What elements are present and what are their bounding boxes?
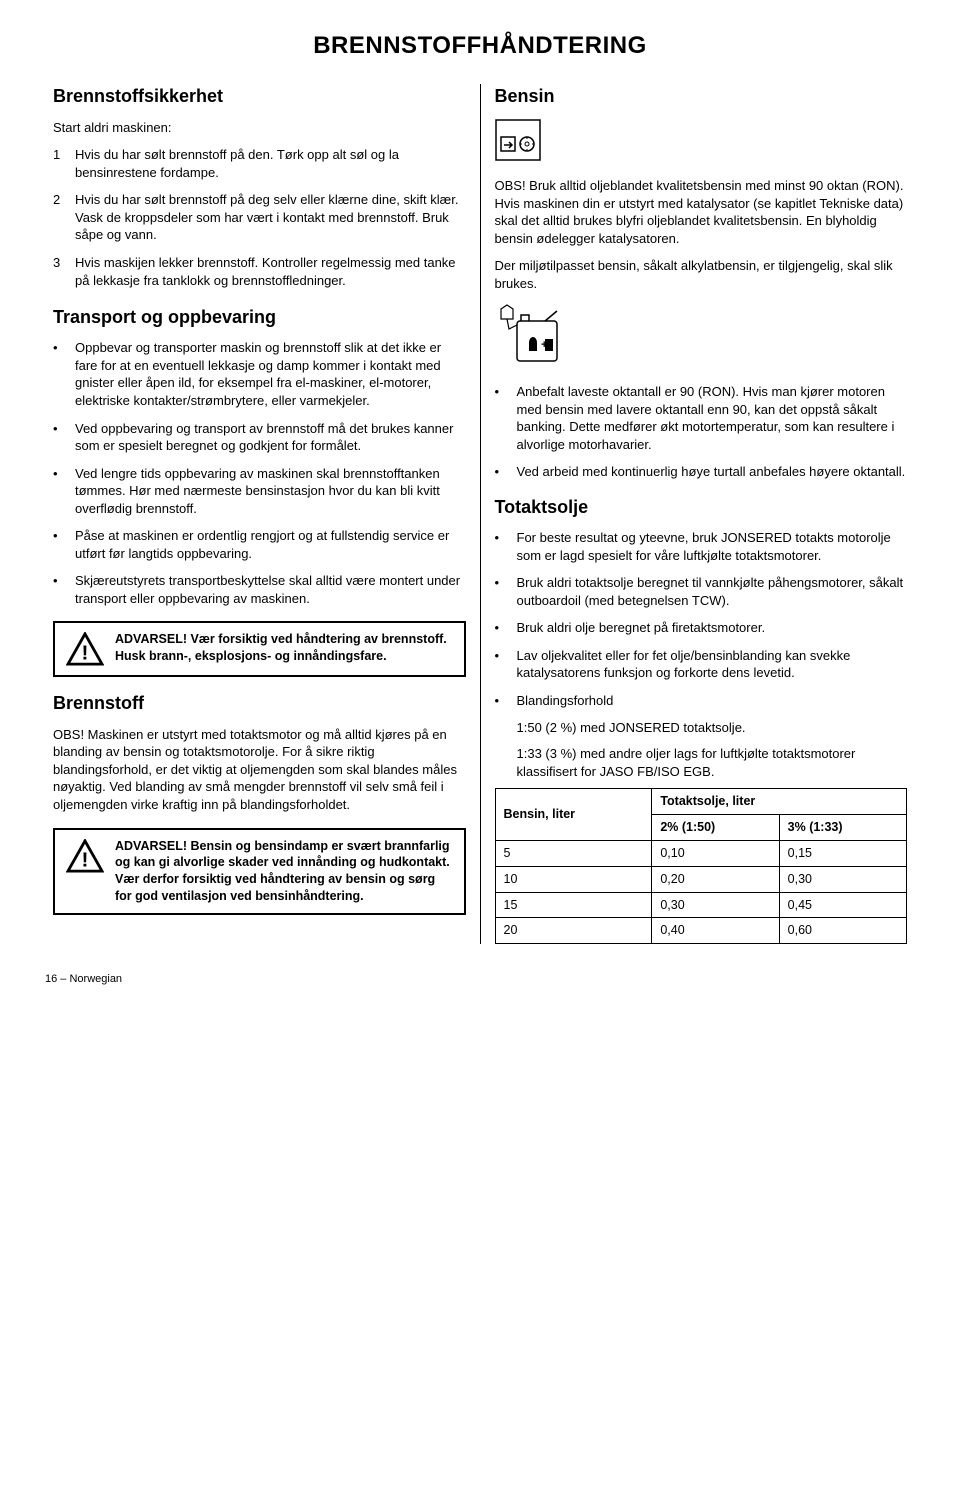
bullet-text: Påse at maskinen er ordentlig rengjort o…	[75, 527, 466, 562]
table-cell: 0,60	[779, 918, 906, 944]
svg-text:!: !	[82, 848, 89, 871]
table-header: Bensin, liter	[495, 789, 652, 841]
table-cell: 10	[495, 866, 652, 892]
warning-text: ADVARSEL! Bensin og bensindamp er svært …	[115, 838, 454, 906]
start-intro: Start aldri maskinen:	[53, 119, 466, 137]
alkyl-paragraph: Der miljøtilpasset bensin, såkalt alkyla…	[495, 257, 908, 292]
bullet-icon	[53, 572, 75, 607]
bullet-icon	[495, 647, 517, 682]
bullet-icon	[495, 574, 517, 609]
numbered-list: 1 Hvis du har sølt brennstoff på den. Tø…	[53, 146, 466, 289]
list-item: Påse at maskinen er ordentlig rengjort o…	[53, 527, 466, 562]
mix-ratio-1: 1:50 (2 %) med JONSERED totaktsolje.	[517, 719, 908, 737]
list-item: Bruk aldri totaktsolje beregnet til vann…	[495, 574, 908, 609]
bullet-text: Ved oppbevaring og transport av brennsto…	[75, 420, 466, 455]
columns: Brennstoffsikkerhet Start aldri maskinen…	[45, 84, 915, 944]
list-item: Lav oljekvalitet eller for fet olje/bens…	[495, 647, 908, 682]
list-item: Ved arbeid med kontinuerlig høye turtall…	[495, 463, 908, 481]
table-cell: 0,40	[652, 918, 779, 944]
transport-bullets: Oppbevar og transporter maskin og brenns…	[53, 339, 466, 607]
right-column: Bensin OBS! Bruk alltid oljeblandet kval…	[481, 84, 916, 944]
table-cell: 0,20	[652, 866, 779, 892]
bullet-text: Skjæreutstyrets transportbeskyttelse ska…	[75, 572, 466, 607]
heading-safety: Brennstoffsikkerhet	[53, 84, 466, 108]
fuel-pump-icon	[495, 119, 908, 166]
heading-bensin: Bensin	[495, 84, 908, 108]
warning-text: ADVARSEL! Vær forsiktig ved håndtering a…	[115, 631, 454, 665]
fuel-can-icon: +	[495, 303, 908, 372]
bullet-icon	[53, 339, 75, 409]
list-item: Ved oppbevaring og transport av brennsto…	[53, 420, 466, 455]
bullet-text: For beste resultat og yteevne, bruk JONS…	[517, 529, 908, 564]
bensin-bullets: Anbefalt laveste oktantall er 90 (RON). …	[495, 383, 908, 481]
list-item: For beste resultat og yteevne, bruk JONS…	[495, 529, 908, 564]
table-cell: 0,10	[652, 840, 779, 866]
list-number: 3	[53, 254, 75, 289]
bullet-icon	[53, 420, 75, 455]
list-text: Hvis du har sølt brennstoff på den. Tørk…	[75, 146, 466, 181]
list-item: Bruk aldri olje beregnet på firetaktsmot…	[495, 619, 908, 637]
table-cell: 0,30	[652, 892, 779, 918]
mix-ratio-2: 1:33 (3 %) med andre oljer lags for luft…	[517, 745, 908, 780]
bullet-icon	[495, 529, 517, 564]
list-item: Ved lengre tids oppbevaring av maskinen …	[53, 465, 466, 518]
bullet-text: Oppbevar og transporter maskin og brenns…	[75, 339, 466, 409]
list-item: Blandingsforhold	[495, 692, 908, 710]
table-row: 5 0,10 0,15	[495, 840, 907, 866]
obs-paragraph: OBS! Bruk alltid oljeblandet kvalitetsbe…	[495, 177, 908, 247]
bullet-icon	[495, 463, 517, 481]
warning-triangle-icon: !	[65, 838, 105, 874]
warning-box: ! ADVARSEL! Vær forsiktig ved håndtering…	[53, 621, 466, 677]
table-row: 10 0,20 0,30	[495, 866, 907, 892]
list-item: 3 Hvis maskijen lekker brennstoff. Kontr…	[53, 254, 466, 289]
page-title: BRENNSTOFFHÅNDTERING	[45, 30, 915, 62]
list-item: Skjæreutstyrets transportbeskyttelse ska…	[53, 572, 466, 607]
left-column: Brennstoffsikkerhet Start aldri maskinen…	[45, 84, 481, 944]
bullet-text: Ved arbeid med kontinuerlig høye turtall…	[517, 463, 908, 481]
table-cell: 0,15	[779, 840, 906, 866]
table-cell: 0,30	[779, 866, 906, 892]
bullet-text: Bruk aldri olje beregnet på firetaktsmot…	[517, 619, 908, 637]
warning-box: ! ADVARSEL! Bensin og bensindamp er svær…	[53, 828, 466, 916]
bullet-text: Lav oljekvalitet eller for fet olje/bens…	[517, 647, 908, 682]
table-cell: 5	[495, 840, 652, 866]
list-text: Hvis maskijen lekker brennstoff. Kontrol…	[75, 254, 466, 289]
heading-fuel: Brennstoff	[53, 691, 466, 715]
page-footer: 16 – Norwegian	[45, 972, 915, 987]
list-item: Anbefalt laveste oktantall er 90 (RON). …	[495, 383, 908, 453]
bullet-text: Bruk aldri totaktsolje beregnet til vann…	[517, 574, 908, 609]
table-header: 3% (1:33)	[779, 814, 906, 840]
list-item: 1 Hvis du har sølt brennstoff på den. Tø…	[53, 146, 466, 181]
table-header: 2% (1:50)	[652, 814, 779, 840]
bullet-text: Anbefalt laveste oktantall er 90 (RON). …	[517, 383, 908, 453]
table-cell: 20	[495, 918, 652, 944]
list-number: 2	[53, 191, 75, 244]
heading-oil: Totaktsolje	[495, 495, 908, 519]
bullet-icon	[495, 383, 517, 453]
list-number: 1	[53, 146, 75, 181]
oil-bullets: For beste resultat og yteevne, bruk JONS…	[495, 529, 908, 709]
warning-triangle-icon: !	[65, 631, 105, 667]
list-text: Hvis du har sølt brennstoff på deg selv …	[75, 191, 466, 244]
svg-text:!: !	[82, 642, 89, 665]
bullet-text: Ved lengre tids oppbevaring av maskinen …	[75, 465, 466, 518]
heading-transport: Transport og oppbevaring	[53, 305, 466, 329]
bullet-icon	[53, 465, 75, 518]
bullet-icon	[53, 527, 75, 562]
table-header: Totaktsolje, liter	[652, 789, 907, 815]
table-cell: 0,45	[779, 892, 906, 918]
table-row: 20 0,40 0,60	[495, 918, 907, 944]
bullet-icon	[495, 692, 517, 710]
fuel-paragraph: OBS! Maskinen er utstyrt med totaktsmoto…	[53, 726, 466, 814]
table-row: 15 0,30 0,45	[495, 892, 907, 918]
mixing-table: Bensin, liter Totaktsolje, liter 2% (1:5…	[495, 788, 908, 944]
list-item: Oppbevar og transporter maskin og brenns…	[53, 339, 466, 409]
bullet-icon	[495, 619, 517, 637]
bullet-text: Blandingsforhold	[517, 692, 908, 710]
list-item: 2 Hvis du har sølt brennstoff på deg sel…	[53, 191, 466, 244]
table-cell: 15	[495, 892, 652, 918]
